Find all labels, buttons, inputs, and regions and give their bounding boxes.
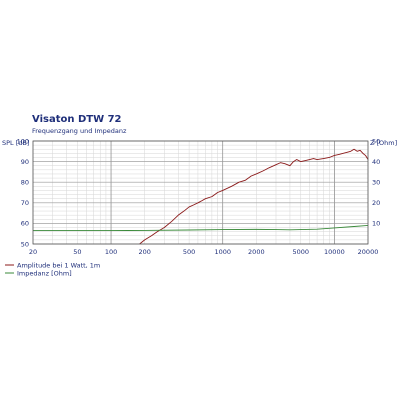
y-tick-label-right: 30 — [372, 179, 380, 187]
y-tick-labels-right: 10 20 30 40 50 — [372, 137, 380, 227]
series-layer — [33, 148, 369, 245]
y-axis-left-label: SPL [dB] — [2, 139, 29, 147]
series-line-impedance — [33, 225, 369, 232]
y-tick-label-left: 60 — [21, 220, 29, 228]
y-tick-label-right: 10 — [372, 220, 380, 228]
y-tick-label-right: 40 — [372, 158, 380, 166]
legend-label: Impedanz [Ohm] — [17, 269, 72, 277]
y-axis-right-label: Z [Ohm] — [370, 139, 397, 147]
y-tick-labels-left: 50 60 70 80 90 100 — [17, 137, 29, 248]
y-tick-label-left: 70 — [21, 199, 29, 207]
x-tick-label: 20000 — [358, 248, 379, 256]
series-line-amplitude — [139, 148, 369, 245]
y-tick-label-right: 20 — [372, 199, 380, 207]
x-tick-label: 50 — [73, 248, 81, 256]
plot-frame — [32, 140, 369, 245]
x-tick-label: 20 — [29, 248, 37, 256]
x-tick-label: 5000 — [292, 248, 309, 256]
x-tick-label: 2000 — [248, 248, 265, 256]
y-tick-label-left: 50 — [21, 240, 29, 248]
legend-label: Amplitude bei 1 Watt, 1m — [17, 261, 100, 269]
y-tick-label-left: 90 — [21, 158, 29, 166]
chart-subtitle: Frequenzgang und Impedanz — [32, 127, 127, 135]
y-tick-label-left: 80 — [21, 179, 29, 187]
y-tick-label-left: 100 — [17, 137, 29, 145]
y-tick-label-right: 50 — [372, 137, 380, 145]
x-tick-label: 1000 — [214, 248, 231, 256]
chart-title: Visaton DTW 72 — [32, 114, 122, 125]
x-tick-label: 10000 — [324, 248, 345, 256]
x-tick-label: 200 — [138, 248, 150, 256]
x-tick-label: 100 — [105, 248, 117, 256]
x-tick-labels: 20 50 100 200 500 1000 2000 5000 10000 20000 — [29, 248, 378, 256]
x-tick-label: 500 — [183, 248, 195, 256]
